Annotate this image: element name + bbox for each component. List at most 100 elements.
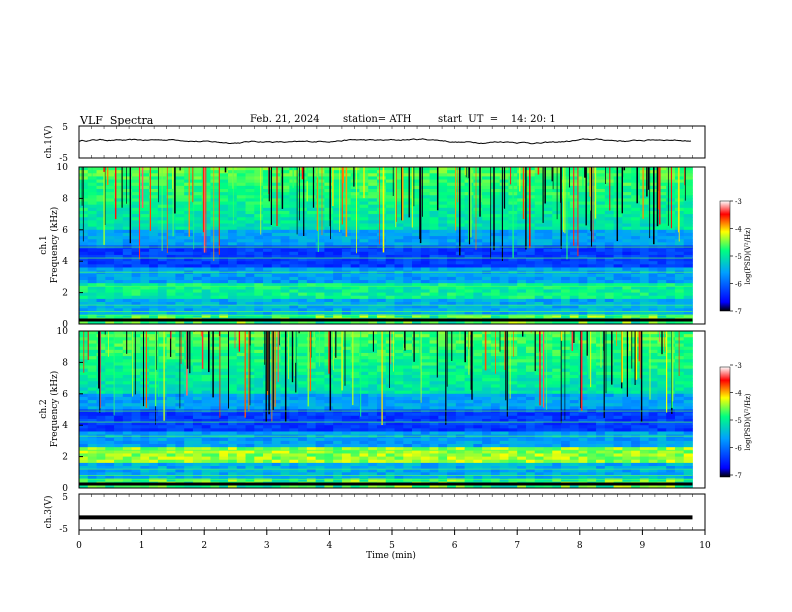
spectrogram-cell: [403, 384, 413, 388]
spectrogram-cell: [683, 334, 693, 338]
spectrogram-cell: [350, 298, 360, 303]
spectrogram-cell: [333, 251, 343, 256]
spectrogram-cell: [315, 311, 325, 315]
spectrogram-cell: [298, 276, 308, 281]
spectrogram-cell: [639, 368, 650, 373]
spectrogram-cell: [464, 273, 474, 278]
spectrogram-cell: [578, 283, 588, 287]
spectrogram-cell: [517, 254, 527, 259]
spectrogram-cell: [464, 378, 474, 382]
spectrogram-cell: [648, 308, 658, 312]
spectrogram-cell: [394, 359, 404, 363]
spectrogram-cell: [219, 182, 229, 187]
spectrogram-cell: [368, 365, 378, 370]
spectrogram-cell: [596, 286, 606, 290]
spectrogram-cell: [96, 167, 106, 171]
spectrogram-cell: [631, 173, 641, 177]
spectrogram-cell: [131, 381, 141, 385]
spectrogram-cell: [192, 182, 203, 187]
spectrogram-cell: [236, 283, 246, 287]
spectrogram-cell: [140, 176, 150, 180]
spectrogram-cell: [666, 308, 676, 312]
spectrogram-cell: [482, 311, 492, 315]
spectrogram-cell: [552, 223, 562, 228]
spectrogram-cell: [184, 308, 194, 312]
spectrogram-cell: [324, 170, 334, 174]
spectrogram-cell: [219, 286, 229, 290]
spectrogram-cell: [473, 349, 483, 354]
spectrogram-cell: [569, 308, 579, 312]
spectrogram-cell: [482, 378, 492, 382]
spectrogram-cell: [534, 295, 544, 300]
spectrogram-cell: [438, 217, 448, 221]
spectrogram-cell: [254, 356, 264, 360]
spectrogram-cell: [455, 384, 466, 388]
spectrogram-cell: [236, 334, 246, 338]
spectrogram-cell: [271, 311, 281, 315]
spectrogram-cell: [412, 352, 422, 357]
spectrogram-cell: [490, 381, 501, 385]
spectrogram-cell: [403, 346, 413, 351]
spectrogram-cell: [622, 273, 632, 278]
spectrogram-cell: [455, 320, 466, 325]
spectrogram-cell: [622, 298, 632, 303]
spectrogram-cell: [140, 362, 150, 366]
spectrogram-cell: [315, 346, 325, 351]
spectrogram-cell: [122, 192, 132, 196]
spectrogram-cell: [280, 207, 290, 212]
spectrogram-cell: [473, 179, 483, 184]
spectrogram-cell: [683, 232, 693, 237]
spectrogram-cell: [499, 280, 509, 284]
spectrogram-cell: [306, 311, 317, 315]
spectrogram-cell: [666, 182, 676, 187]
spectrogram-cell: [227, 334, 238, 338]
spectrogram-cell: [683, 188, 693, 193]
spectrogram-cell: [87, 214, 97, 218]
spectrogram-cell: [666, 179, 676, 184]
spectrogram-cell: [561, 258, 571, 262]
spectrogram-cell: [403, 362, 413, 366]
spectrogram-cell: [561, 239, 571, 243]
spectrogram-cell: [385, 261, 395, 265]
spectrogram-cell: [674, 365, 685, 370]
spectrogram-cell: [394, 264, 404, 268]
spectrogram-cell: [499, 343, 509, 348]
spectrogram-cell: [552, 334, 562, 338]
spectrogram-cell: [394, 292, 404, 297]
spectrogram-cell: [473, 273, 483, 278]
spectrogram-cell: [236, 292, 246, 297]
spectrogram-cell: [192, 365, 203, 370]
spectrogram-cell: [315, 201, 325, 206]
spectrogram-cell: [420, 331, 430, 335]
spectrogram-cell: [96, 201, 106, 206]
spectrogram-cell: [464, 305, 474, 309]
spectrogram-cell: [394, 331, 404, 335]
ch1-ytick-top: 5: [62, 123, 68, 133]
spectrogram-cell: [105, 258, 115, 262]
spectrogram-cell: [657, 188, 667, 193]
spectrogram-cell: [674, 251, 685, 256]
spectrogram-cell: [359, 273, 369, 278]
spectrogram-cell: [87, 239, 97, 243]
spectrogram-cell: [341, 346, 352, 351]
spectrogram-cell: [114, 176, 124, 180]
spectrogram-cell: [561, 173, 571, 177]
spectrogram-cell: [368, 232, 378, 237]
spectrogram-cell: [298, 267, 308, 272]
spectrogram-cell: [227, 298, 238, 303]
spectrogram-cell: [517, 337, 527, 341]
spectrogram-cell: [499, 374, 509, 379]
spectrogram-cell: [192, 214, 203, 218]
spectrogram-cell: [87, 302, 97, 306]
spectrogram-cell: [578, 352, 588, 357]
spectrogram-cell: [490, 232, 501, 237]
spectrogram-cell: [175, 210, 185, 215]
spectrogram-cell: [578, 267, 588, 272]
spectrogram-cell: [569, 273, 579, 278]
spectrogram-cell: [157, 264, 168, 268]
spectrogram-cell: [166, 276, 176, 281]
spectrogram-cell: [622, 239, 632, 243]
spectrogram-cell: [508, 295, 518, 300]
spectrogram-cell: [210, 302, 220, 306]
spectrogram-cell: [455, 378, 466, 382]
